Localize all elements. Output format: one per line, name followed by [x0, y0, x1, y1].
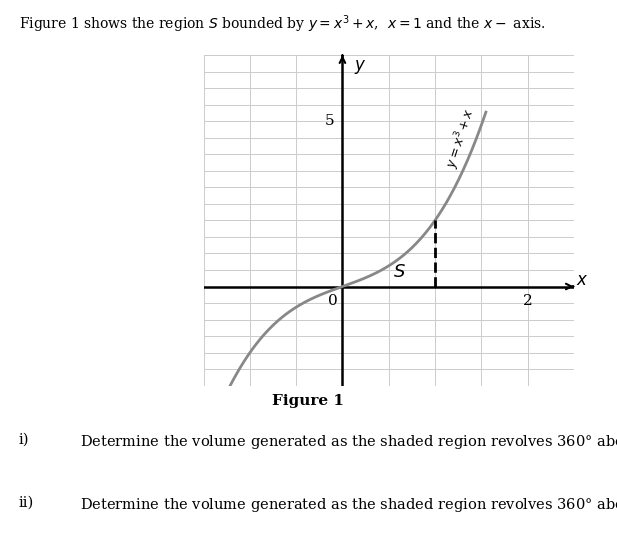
Text: Figure 1 shows the region: Figure 1 shows the region	[19, 19, 209, 34]
Text: Figure 1 shows the region $S$ bounded by $y = x^3 + x$,  $x = 1$ and the $x-$ ax: Figure 1 shows the region $S$ bounded by…	[19, 14, 545, 35]
Text: 5: 5	[325, 114, 334, 128]
Text: 0: 0	[328, 294, 338, 308]
Text: $y$: $y$	[354, 58, 366, 77]
Text: i): i)	[19, 433, 29, 446]
Text: $S$: $S$	[394, 263, 406, 280]
Text: Determine the volume generated as the shaded region revolves 360° about the $y$-: Determine the volume generated as the sh…	[80, 496, 617, 514]
Text: $x$: $x$	[576, 272, 588, 289]
Text: Determine the volume generated as the shaded region revolves 360° about the $x$-: Determine the volume generated as the sh…	[80, 433, 617, 451]
Text: $y = x^3 + x$: $y = x^3 + x$	[442, 106, 480, 171]
Text: Figure 1: Figure 1	[273, 394, 344, 408]
Text: 2: 2	[523, 294, 532, 308]
Text: ii): ii)	[19, 496, 34, 510]
